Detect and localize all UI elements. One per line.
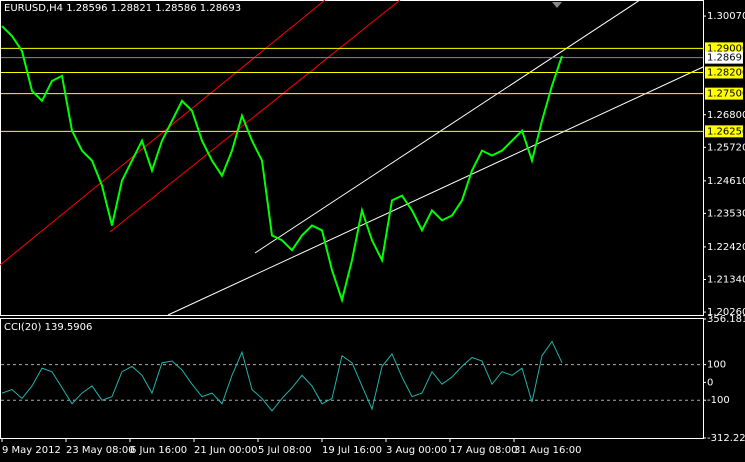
y-tick-label: 1.20260 <box>707 307 745 318</box>
last-price-label: 1.28693 <box>707 53 745 64</box>
level-label-box <box>705 87 743 100</box>
cci-pane <box>0 318 704 439</box>
level-label-box <box>705 66 743 79</box>
y-tick-label: -100 <box>707 395 730 406</box>
channel-line <box>167 66 704 316</box>
y-tick-label: 1.30070 <box>707 11 745 22</box>
chart-title: EURUSD,H4 1.28596 1.28821 1.28586 1.2869… <box>4 3 241 14</box>
x-tick-label: 19 Jul 16:00 <box>322 445 382 456</box>
y-tick-label: -312.221 <box>707 433 745 444</box>
level-label-box <box>705 125 743 138</box>
channel-line <box>254 0 641 254</box>
x-tick-label: 3 Aug 00:00 <box>386 445 447 456</box>
x-tick-label: 9 May 2012 <box>2 445 61 456</box>
x-tick-label: 23 May 08:00 <box>66 445 135 456</box>
scroll-marker <box>552 2 562 8</box>
price-pane <box>0 0 704 316</box>
y-tick-label: 1.23530 <box>707 208 745 219</box>
y-tick-label: 1.26800 <box>707 110 745 121</box>
x-tick-label: 5 Jul 08:00 <box>258 445 312 456</box>
y-tick-label: 100 <box>707 360 726 371</box>
level-label: 1.28200 <box>707 68 745 79</box>
indicator-title: CCI(20) 139.5906 <box>4 322 92 333</box>
y-tick-label: 356.181 <box>707 314 745 325</box>
level-label: 1.27500 <box>707 89 745 100</box>
series-line <box>1 340 563 412</box>
y-tick-label: 1.21340 <box>707 274 745 285</box>
channel-line <box>109 0 401 233</box>
x-tick-label: 6 Jun 16:00 <box>130 445 187 456</box>
x-tick-label: 17 Aug 08:00 <box>450 445 517 456</box>
channel-line <box>0 0 326 266</box>
y-tick-label: 1.24610 <box>707 176 745 187</box>
series-line <box>1 25 563 304</box>
level-label-box <box>705 42 743 55</box>
last-price-box <box>705 51 743 64</box>
y-tick-label: 0 <box>707 377 713 388</box>
y-tick-label: 1.25720 <box>707 142 745 153</box>
level-label: 1.26250 <box>707 126 745 137</box>
y-tick-label: 1.22420 <box>707 242 745 253</box>
x-tick-label: 31 Aug 16:00 <box>514 445 581 456</box>
level-label: 1.29000 <box>707 43 745 54</box>
x-tick-label: 21 Jun 00:00 <box>194 445 258 456</box>
